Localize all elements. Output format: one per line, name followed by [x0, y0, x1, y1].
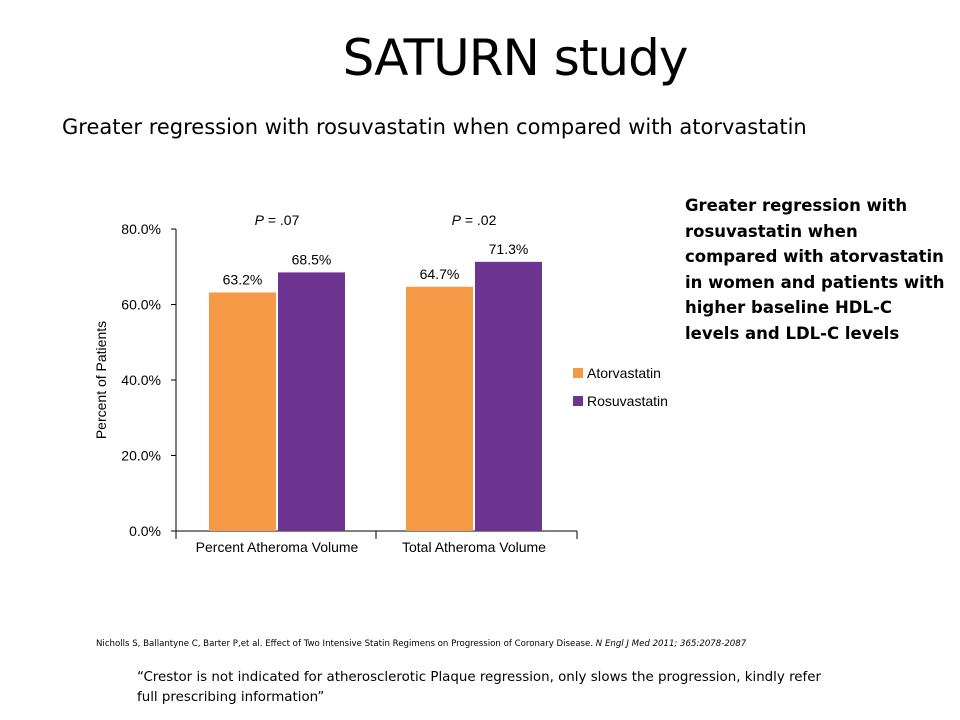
citation: Nicholls S, Ballantyne C, Barter P,et al…	[96, 638, 746, 650]
side-note: Greater regression with rosuvastatin whe…	[685, 196, 945, 343]
data-label: 71.3%	[489, 241, 529, 257]
bar	[209, 292, 276, 531]
p-value-label: P = .02	[452, 212, 497, 228]
bar	[406, 286, 473, 531]
p-value-text: = .07	[264, 212, 300, 228]
disclaimer: “Crestor is not indicated for atheroscle…	[137, 670, 821, 705]
citation-text: Nicholls S, Ballantyne C, Barter P,et al…	[96, 639, 596, 649]
slide-title: SATURN study	[342, 29, 689, 87]
x-tick-label: Percent Atheroma Volume	[196, 539, 359, 555]
p-value-prefix: P	[255, 212, 265, 228]
x-tick-label: Total Atheroma Volume	[402, 539, 546, 555]
p-value-prefix: P	[452, 212, 462, 228]
legend-swatch	[573, 368, 583, 378]
legend-label: Rosuvastatin	[587, 393, 668, 409]
legend-swatch	[573, 396, 583, 406]
slide-subtitle: Greater regression with rosuvastatin whe…	[62, 115, 807, 139]
y-axis-label: Percent of Patients	[93, 321, 109, 439]
data-label: 64.7%	[420, 266, 460, 282]
y-tick-label: 40.0%	[121, 372, 161, 388]
citation-journal: N Engl J Med 2011; 365:2078-2087	[595, 639, 747, 649]
y-tick-label: 20.0%	[121, 448, 161, 464]
y-tick-label: 60.0%	[121, 297, 161, 313]
y-tick-label: 80.0%	[121, 221, 161, 237]
bar	[278, 272, 345, 531]
p-value-text: = .02	[461, 212, 497, 228]
p-value-label: P = .07	[255, 212, 300, 228]
bar	[475, 261, 542, 531]
y-tick-label: 0.0%	[129, 523, 161, 539]
legend-label: Atorvastatin	[587, 365, 661, 381]
data-label: 68.5%	[292, 251, 332, 267]
data-label: 63.2%	[223, 271, 263, 287]
